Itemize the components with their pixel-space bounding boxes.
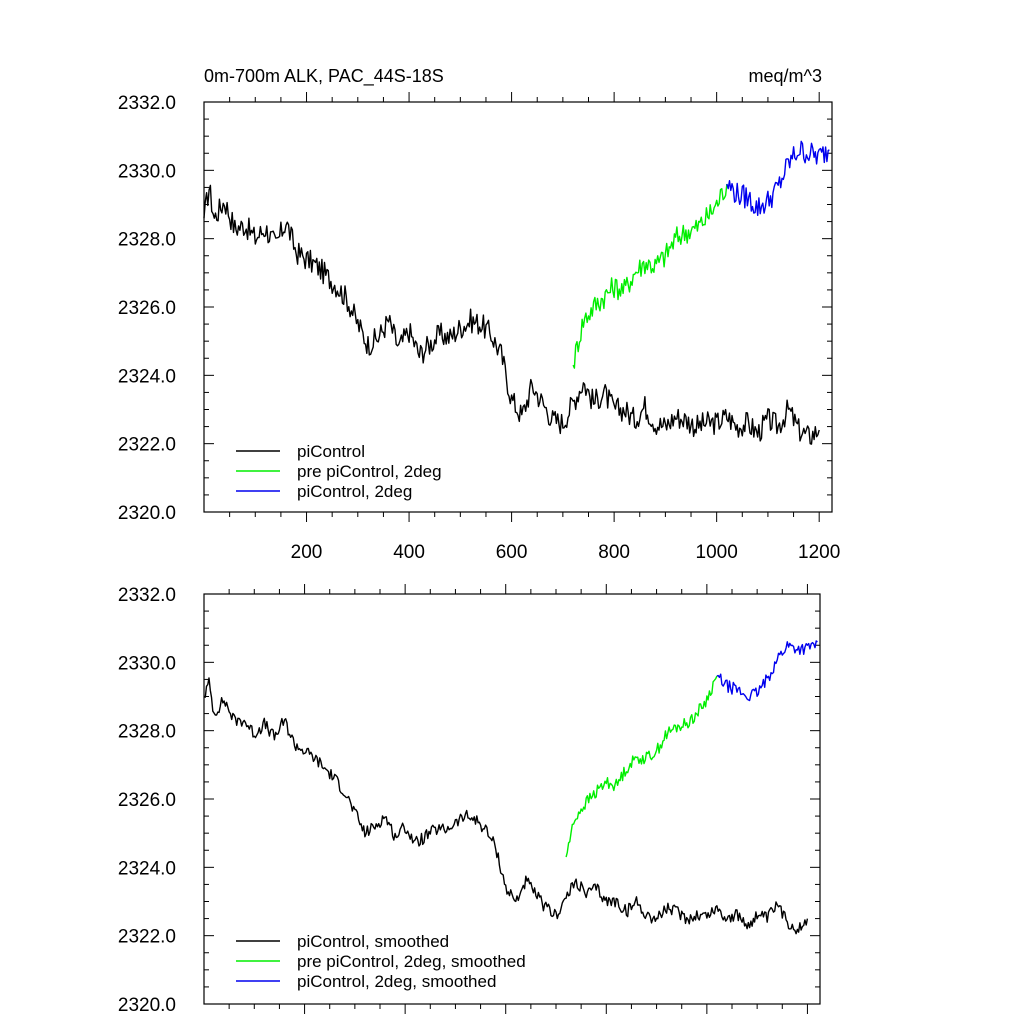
x-tick-label: 1000 — [696, 542, 738, 563]
series-line-picontrol-smoothed — [203, 677, 809, 935]
chart-panel-2: 2320.0 2322.0 2324.0 2326.0 2328.0 2330.0 2332… — [118, 584, 821, 1016]
x-tick-label: 400 — [393, 542, 425, 563]
y-tick-label: 2332.0 — [118, 585, 176, 606]
y-tick-label: 2320.0 — [118, 995, 176, 1016]
series-line-pre-picontrol-2deg-smoothed — [565, 675, 718, 858]
legend-label: pre piControl, 2deg, smoothed — [297, 952, 526, 971]
y-tick-label: 2332.0 — [118, 93, 176, 114]
y-tick-label: 2326.0 — [118, 298, 176, 319]
y-tick-label: 2320.0 — [118, 503, 176, 524]
y-tick-label: 2328.0 — [118, 722, 176, 743]
chart-title: 0m-700m ALK, PAC_44S-18S — [204, 66, 444, 87]
series-line-picontrol-2deg — [726, 140, 830, 217]
series-line-pre-picontrol-2deg — [572, 183, 728, 369]
legend-label: piControl, 2deg, smoothed — [297, 972, 496, 991]
legend-label: piControl, smoothed — [297, 932, 449, 951]
x-tick-label: 600 — [496, 542, 528, 563]
legend-label: piControl — [297, 442, 365, 461]
units-label: meq/m^3 — [749, 66, 822, 86]
legend-label: piControl, 2deg — [297, 482, 412, 501]
y-tick-label: 2328.0 — [118, 230, 176, 251]
x-tick-label: 1200 — [798, 542, 840, 563]
y-tick-label: 2322.0 — [118, 927, 176, 948]
x-tick-label: 200 — [291, 542, 323, 563]
y-tick-label: 2330.0 — [118, 161, 176, 182]
legend-label: pre piControl, 2deg — [297, 462, 442, 481]
y-tick-label: 2324.0 — [118, 858, 176, 879]
series-line-picontrol-2deg-smoothed — [716, 640, 818, 702]
series-line-picontrol — [203, 184, 820, 445]
y-tick-label: 2326.0 — [118, 790, 176, 811]
y-tick-label: 2324.0 — [118, 366, 176, 387]
y-tick-label: 2330.0 — [118, 653, 176, 674]
y-tick-label: 2322.0 — [118, 435, 176, 456]
x-tick-label: 800 — [598, 542, 630, 563]
chart-panel-1: 2320.0 2322.0 2324.0 2326.0 2328.0 2330.0 2332… — [118, 66, 840, 563]
